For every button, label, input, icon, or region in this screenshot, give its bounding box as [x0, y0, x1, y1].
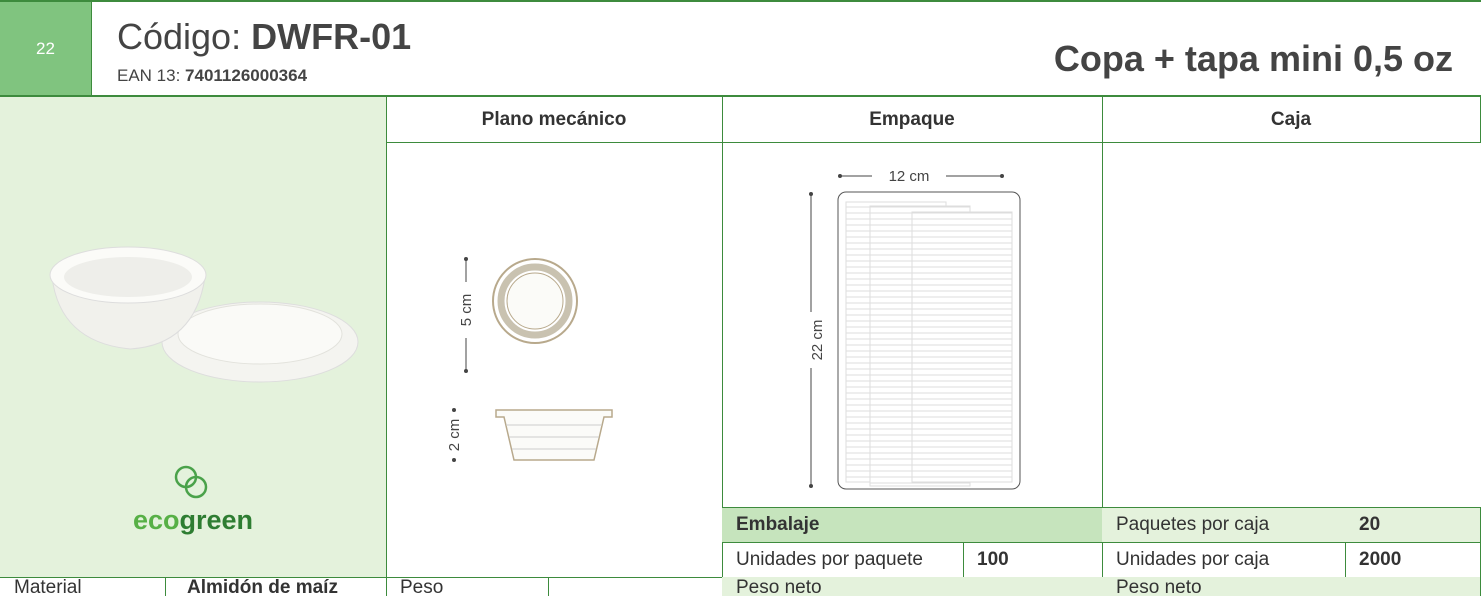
height-label: 2 cm [446, 419, 463, 452]
label: Material [0, 577, 166, 596]
label: Peso neto [722, 577, 964, 596]
code-line: Código: DWFR-01 [117, 16, 411, 58]
ean: 7401126000364 [185, 66, 308, 85]
value: 2000 [1345, 542, 1481, 578]
value-cell [963, 577, 1103, 596]
product-image [49, 246, 359, 499]
logo-eco: eco [132, 505, 180, 535]
label: Peso [386, 577, 549, 596]
value: 20 [1345, 507, 1481, 543]
label: Paquetes por caja [1102, 507, 1346, 543]
page-number: 22 [0, 2, 92, 96]
width-label: 12 cm [889, 168, 930, 185]
label: Peso neto [1102, 577, 1346, 596]
column-header: Caja [1102, 97, 1481, 143]
value-cell [1345, 577, 1481, 596]
value: 100 [963, 542, 1103, 578]
logo-green: green [179, 505, 254, 535]
packing-title: Embalaje [722, 507, 1103, 543]
label: Unidades por caja [1102, 542, 1346, 578]
column-header: Empaque [722, 97, 1103, 143]
ean-label: EAN 13: [117, 66, 181, 85]
package-panel: 12 cm 22 cm [722, 142, 1103, 508]
value: Almidón de maíz [165, 577, 387, 596]
height-label: 22 cm [809, 320, 826, 361]
ean-line: EAN 13: 7401126000364 [117, 66, 307, 86]
mechanical-drawing: 5 cm 2 cm [446, 257, 613, 462]
label: Unidades por paquete [722, 542, 964, 578]
value-cell [548, 577, 723, 596]
product-title: Copa + tapa mini 0,5 oz [1053, 38, 1453, 79]
drawing-panel: 5 cm 2 cm [386, 142, 723, 578]
product-panel: ecogreen [0, 97, 387, 578]
column-header: Plano mecánico [386, 97, 723, 143]
code: DWFR-01 [251, 16, 412, 57]
code-label: Código: [117, 16, 242, 57]
logo: ecogreen [0, 505, 386, 536]
package-drawing: 12 cm 22 cm [802, 166, 1021, 490]
header-rule [0, 95, 1481, 97]
diameter-label: 5 cm [458, 294, 475, 327]
